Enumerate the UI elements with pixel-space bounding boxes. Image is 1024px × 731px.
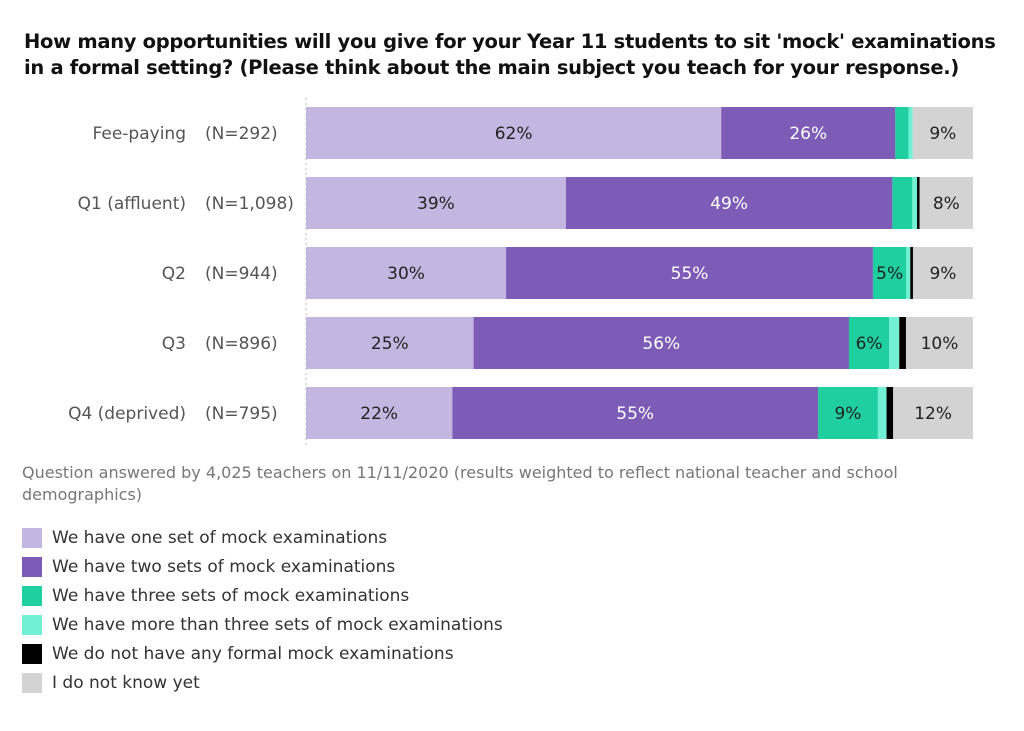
bar-segment xyxy=(306,177,566,229)
legend-swatch xyxy=(22,672,42,693)
legend: We have one set of mock examinations We h… xyxy=(22,523,503,697)
n-label: (N=292) xyxy=(205,124,278,144)
bar-segment xyxy=(306,317,474,369)
data-label: 30% xyxy=(387,264,425,284)
data-label: 9% xyxy=(929,124,956,144)
data-label: 9% xyxy=(929,264,956,284)
data-label: 10% xyxy=(921,334,959,354)
bar-segment xyxy=(818,387,878,439)
n-label: (N=795) xyxy=(205,404,278,424)
legend-item: We do not have any formal mock examinati… xyxy=(22,639,503,668)
bar-segment xyxy=(899,317,906,369)
bar-segment xyxy=(912,107,973,159)
bar-segment xyxy=(889,317,900,369)
legend-item: We have three sets of mock examinations xyxy=(22,581,503,610)
category-label: Q3 xyxy=(162,334,186,354)
data-label: 22% xyxy=(360,404,398,424)
data-label: 56% xyxy=(642,334,680,354)
bar-segment xyxy=(908,107,913,159)
legend-swatch xyxy=(22,585,42,606)
legend-item: We have two sets of mock examinations xyxy=(22,552,503,581)
bar-segment xyxy=(306,247,507,299)
bar-segment xyxy=(892,177,913,229)
data-label: 62% xyxy=(495,124,533,144)
n-label: (N=1,098) xyxy=(205,194,294,214)
data-label: 39% xyxy=(417,194,455,214)
category-label: Q4 (deprived) xyxy=(68,404,186,424)
data-label: 8% xyxy=(933,194,960,214)
bar-segment xyxy=(905,317,973,369)
data-label: 55% xyxy=(616,404,654,424)
bar-segment xyxy=(910,247,913,299)
bar-segment xyxy=(912,177,918,229)
legend-item: We have more than three sets of mock exa… xyxy=(22,610,503,639)
n-label: (N=896) xyxy=(205,334,278,354)
bar-segment xyxy=(306,107,722,159)
legend-label: We do not have any formal mock examinati… xyxy=(52,643,454,664)
n-label: (N=944) xyxy=(205,264,278,284)
bar-segment xyxy=(893,387,973,439)
data-label: 9% xyxy=(834,404,861,424)
bar-segment xyxy=(565,177,893,229)
chart-title: How many opportunities will you give for… xyxy=(24,30,996,79)
bar-segment xyxy=(473,317,849,369)
bar-segment xyxy=(912,247,973,299)
bar-segment xyxy=(877,387,887,439)
bar-segment xyxy=(721,107,896,159)
data-label: 55% xyxy=(671,264,709,284)
bar-segment xyxy=(452,387,819,439)
legend-swatch xyxy=(22,527,42,548)
legend-label: We have one set of mock examinations xyxy=(52,527,388,548)
legend-item: I do not know yet xyxy=(22,668,503,697)
bar-segment xyxy=(848,317,890,369)
bar-segment xyxy=(886,387,894,439)
bar-segment xyxy=(506,247,873,299)
category-label: Q1 (affluent) xyxy=(78,194,186,214)
legend-swatch xyxy=(22,614,42,635)
data-label: 49% xyxy=(710,194,748,214)
data-label: 25% xyxy=(371,334,409,354)
stacked-bar-chart: Fee-paying (N=292) 62% 26% 9% Q1 (affluent) (N… xyxy=(68,98,973,448)
legend-label: I do not know yet xyxy=(52,672,200,693)
legend-item: We have one set of mock examinations xyxy=(22,523,503,552)
data-label: 12% xyxy=(914,404,952,424)
legend-label: We have three sets of mock examinations xyxy=(52,585,410,606)
bar-segment xyxy=(306,387,453,439)
data-label: 26% xyxy=(789,124,827,144)
bar-segment xyxy=(872,247,907,299)
bar-segment xyxy=(919,177,973,229)
legend-swatch xyxy=(22,556,42,577)
data-label: 6% xyxy=(856,334,883,354)
legend-label: We have two sets of mock examinations xyxy=(52,556,396,577)
data-label: 5% xyxy=(876,264,903,284)
bar-segment xyxy=(895,107,909,159)
category-label: Q2 xyxy=(162,264,186,284)
bar-segment xyxy=(917,177,920,229)
category-label: Fee-paying xyxy=(93,124,186,144)
legend-swatch xyxy=(22,643,42,664)
legend-label: We have more than three sets of mock exa… xyxy=(52,614,503,635)
chart-footnote: Question answered by 4,025 teachers on 1… xyxy=(22,463,898,504)
bar-segment xyxy=(906,247,911,299)
